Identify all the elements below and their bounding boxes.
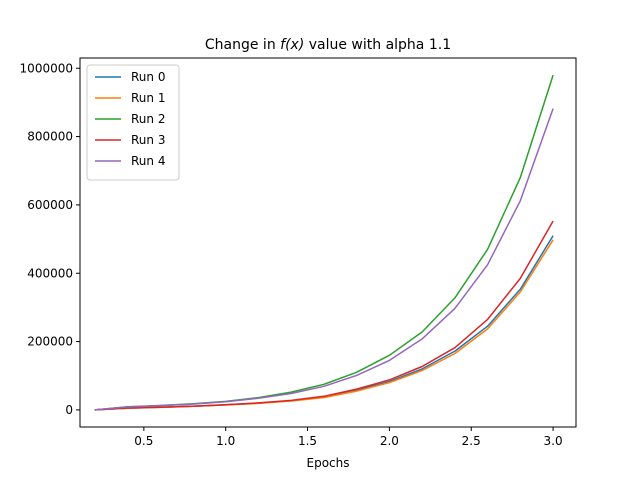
x-axis-ticks: 0.5 1.0 1.5 2.0 2.5 3.0 <box>134 427 563 448</box>
series-lines <box>94 74 554 411</box>
series-line-4 <box>94 108 554 411</box>
series-line-3 <box>94 220 554 411</box>
y-tick-label: 800000 <box>27 130 73 144</box>
legend-label-1: Run 1 <box>131 91 165 105</box>
chart-title: Change in f(x) value with alpha 1.1 <box>205 37 451 53</box>
plot-area <box>79 57 577 428</box>
x-tick-label: 2.5 <box>462 434 481 448</box>
y-tick-label: 400000 <box>27 266 73 280</box>
x-tick-label: 1.0 <box>216 434 235 448</box>
y-tick-label: 1000000 <box>20 61 73 75</box>
legend-label-4: Run 4 <box>131 154 165 168</box>
legend-label-3: Run 3 <box>131 133 165 147</box>
y-tick-label: 600000 <box>27 198 73 212</box>
x-tick-label: 2.0 <box>380 434 399 448</box>
y-axis-ticks: 0 200000 400000 600000 800000 1000000 <box>20 61 80 417</box>
legend-box <box>86 64 180 181</box>
legend: Run 0 Run 1 Run 2 Run 3 Run 4 <box>86 64 180 181</box>
x-axis-label: Epochs <box>307 456 350 470</box>
x-tick-label: 0.5 <box>134 434 153 448</box>
x-tick-label: 1.5 <box>298 434 317 448</box>
y-tick-label: 200000 <box>27 335 73 349</box>
legend-label-0: Run 0 <box>131 70 165 84</box>
legend-label-2: Run 2 <box>131 112 165 126</box>
y-tick-label: 0 <box>65 403 73 417</box>
x-tick-label: 3.0 <box>544 434 563 448</box>
